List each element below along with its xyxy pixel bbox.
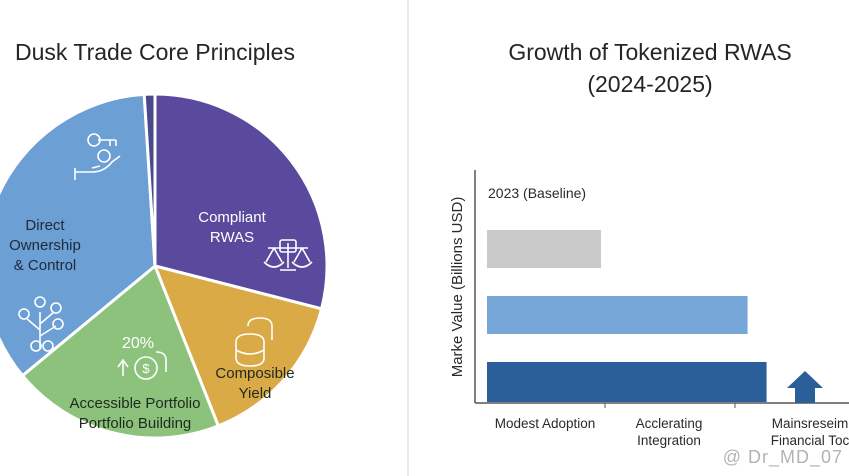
bar [487,362,767,402]
bar-chart: Marke Value (Billions USD) 2023 (Baseline… [449,170,849,448]
pie-slice-label: Compliant RWAS [198,209,266,246]
pie-slice-label: Direct Ownership & Control [9,217,81,274]
bar-title-main: Growth of Tokenized RWAS [508,39,792,65]
x-tick-label: Acclerating Integration [636,416,703,448]
svg-text:$: $ [142,361,150,376]
pie-slice [0,92,157,378]
pie-slice-label: Accessible Portfolio Portfolio Building [70,395,201,432]
y-axis-label: Marke Value (Billions USD) [449,197,466,378]
x-tick-label: Modest Adoption [495,416,596,431]
pie-badge: 20% [122,335,154,352]
x-tick-label: Mainsreseim Financial Toc [771,416,849,448]
pie-slice [20,263,221,440]
pie-slice [142,92,157,267]
coins-stack-icon [235,317,273,367]
panel-divider [407,0,409,476]
pie-slice [153,92,329,311]
scales-icon [263,239,313,271]
pie-slice-label: Composible Yield [215,365,294,402]
bar-title-sub: (2024-2025) [587,71,713,97]
growth-coin-icon: $ [117,351,167,380]
up-arrow-icon [787,371,823,403]
pie-chart: $ Compliant RWAS Composible Yield Accessible … [0,92,329,440]
coin-tree-icon [18,296,64,352]
watermark: @ Dr_MD_07 [722,447,843,467]
bar-panel: Growth of Tokenized RWAS (2024-2025) Mar… [410,0,849,476]
hand-key-icon [74,133,121,180]
baseline-annotation: 2023 (Baseline) [488,185,586,201]
pie-slice [152,263,324,428]
bar [487,296,748,334]
bar-title: Growth of Tokenized RWAS (2024-2025) [440,36,849,100]
pie-title: Dusk Trade Core Principles [15,39,295,65]
bar [487,230,601,268]
pie-panel: Dusk Trade Core Principles $ Compliant RWA… [0,0,408,476]
